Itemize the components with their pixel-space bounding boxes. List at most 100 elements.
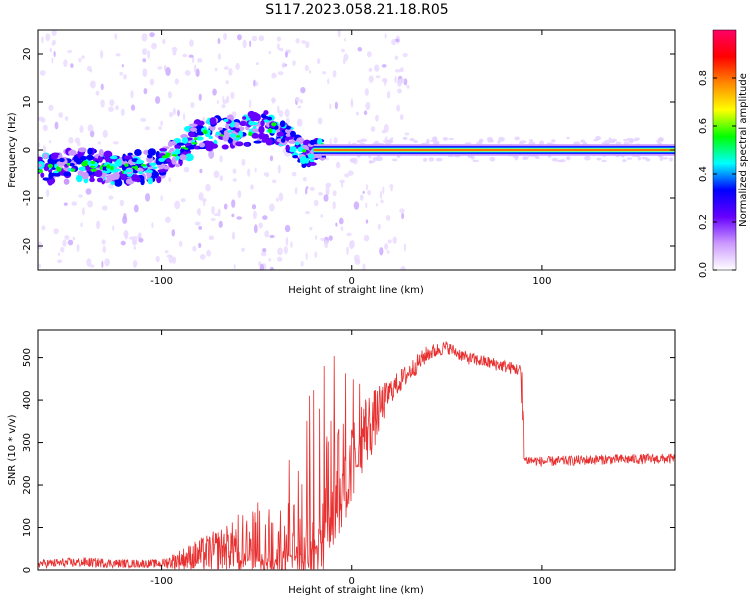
spectrogram-cell — [601, 141, 609, 145]
spectrogram-cell — [258, 125, 265, 134]
spectrogram-cell — [399, 208, 405, 214]
spectrogram-cell — [159, 147, 168, 152]
spectrogram-cell — [147, 148, 157, 156]
spectrogram-cell — [285, 133, 291, 137]
spectrogram-cell — [373, 64, 380, 72]
spectrogram-cell — [601, 159, 607, 163]
spectrogram-cell — [249, 40, 252, 48]
spectrogram-cell — [198, 93, 202, 101]
spectrogram-cell — [386, 91, 391, 99]
spectrogram-cell — [169, 111, 174, 118]
spectrogram-cell — [119, 199, 125, 207]
spectrogram-cell — [397, 88, 402, 94]
spectrogram-cell — [171, 156, 177, 165]
spectrogram-cell — [80, 155, 87, 161]
spectrogram-cell — [109, 155, 118, 160]
snr-y-tick-label: 100 — [22, 518, 33, 537]
spectrogram-cell — [100, 99, 105, 108]
spectrogram-cell — [309, 186, 315, 192]
spectrogram-cell — [236, 216, 242, 220]
spectrogram-cell — [329, 103, 332, 110]
spectrogram-cell — [68, 167, 72, 172]
snr-x-tick-label: 100 — [532, 576, 551, 587]
spectrogram-cell — [182, 113, 186, 121]
spectrogram-cell — [230, 91, 235, 99]
spectrogram-cell — [99, 165, 103, 170]
spectrogram-y-tick-label: 20 — [22, 48, 33, 61]
spectrogram-cell — [123, 74, 127, 80]
spectrogram-cell — [198, 242, 202, 249]
spectrogram-cell — [384, 79, 387, 87]
spectrogram-cell — [595, 136, 602, 141]
spectrogram-band — [313, 149, 675, 151]
spectrogram-cell — [47, 179, 53, 186]
spectrogram-cell — [198, 192, 204, 201]
spectrogram-cell — [235, 141, 244, 147]
spectrogram-cell — [413, 140, 418, 143]
spectrogram-cell — [274, 125, 279, 130]
spectrogram-cell — [85, 188, 92, 195]
spectrogram-cell — [179, 154, 187, 161]
spectrogram-cell — [38, 142, 41, 148]
spectrogram-cell — [172, 51, 177, 56]
spectrogram-cell — [448, 137, 455, 141]
spectrogram-cell — [193, 145, 200, 150]
spectrogram-cell — [254, 167, 257, 173]
spectrogram-cell — [94, 169, 103, 178]
spectrogram-cell — [180, 147, 185, 153]
spectrogram-cell — [387, 239, 392, 244]
spectrogram-cell — [285, 236, 289, 246]
spectrogram-cell — [102, 170, 106, 173]
spectrogram-cell — [365, 183, 368, 191]
spectrogram-cell — [593, 139, 599, 142]
spectrogram-cell — [247, 168, 251, 177]
spectrogram-cell — [219, 155, 223, 163]
spectrogram-cell — [142, 68, 148, 77]
spectrogram-cell — [43, 153, 49, 160]
spectrogram-cell — [77, 147, 87, 153]
spectrogram-cell — [139, 160, 145, 164]
spectrogram-cell — [271, 72, 277, 79]
spectrogram-cell — [314, 235, 318, 240]
spectrogram-cell — [74, 137, 81, 144]
colorbar-tick-label: 0.8 — [698, 70, 709, 86]
spectrogram-cell — [332, 190, 337, 197]
spectrogram-cell — [394, 75, 397, 84]
spectrogram-cell — [302, 149, 307, 153]
spectrogram-cell — [253, 79, 256, 87]
spectrogram-cell — [191, 55, 195, 64]
spectrogram-cell — [391, 158, 398, 162]
spectrogram-cell — [472, 159, 479, 163]
spectrogram-cell — [279, 120, 286, 128]
spectrogram-cell — [225, 122, 230, 130]
spectrogram-cell — [38, 241, 43, 250]
spectrogram-cell — [38, 156, 43, 161]
spectrogram-cell — [217, 208, 221, 217]
spectrogram-cell — [320, 237, 325, 241]
spectrogram-cell — [394, 55, 399, 61]
spectrogram-cell — [265, 137, 273, 146]
spectrogram-cell — [596, 157, 602, 161]
spectrogram-cell — [51, 57, 54, 64]
spectrogram-cell — [195, 136, 204, 141]
spectrogram-cell — [284, 108, 290, 118]
spectrogram-cell — [101, 239, 106, 245]
spectrogram-cell — [87, 200, 94, 208]
spectrogram-cell — [104, 258, 110, 267]
spectrogram-cell — [277, 247, 283, 256]
spectrogram-cell — [168, 255, 174, 264]
spectrogram-cell — [301, 40, 306, 44]
spectrogram-cell — [165, 216, 171, 223]
spectrogram-cell — [178, 240, 183, 247]
spectrogram-cell — [112, 225, 115, 231]
spectrogram-cell — [362, 190, 365, 194]
spectrogram-cell — [148, 169, 153, 174]
spectrogram-cell — [335, 161, 341, 169]
spectrogram-cell — [63, 202, 68, 206]
spectrogram-cell — [221, 144, 229, 150]
spectrogram-cell — [110, 165, 114, 171]
spectrogram-cell — [157, 169, 166, 173]
spectrogram-cell — [197, 57, 203, 63]
spectrogram-cell — [89, 130, 95, 138]
spectrogram-cell — [141, 48, 148, 56]
